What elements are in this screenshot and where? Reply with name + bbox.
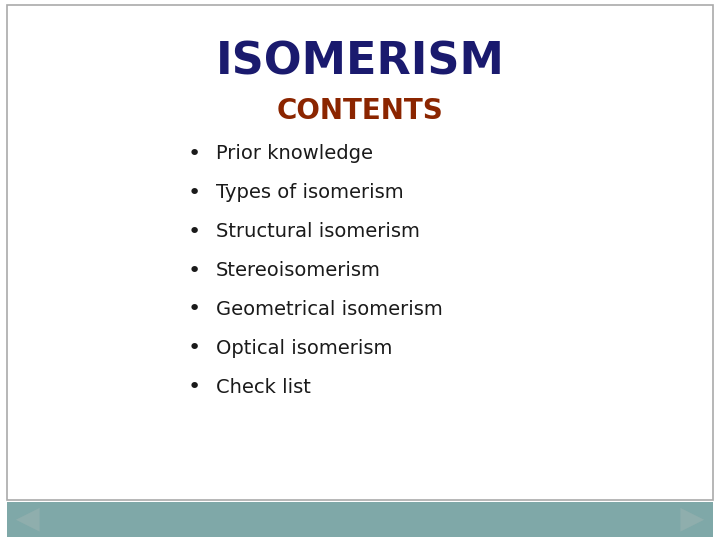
- Polygon shape: [680, 508, 704, 531]
- Text: Stereoisomerism: Stereoisomerism: [216, 261, 381, 280]
- Text: •: •: [188, 299, 201, 320]
- Text: Prior knowledge: Prior knowledge: [216, 144, 373, 164]
- Text: Geometrical isomerism: Geometrical isomerism: [216, 300, 443, 319]
- Text: Structural isomerism: Structural isomerism: [216, 222, 420, 241]
- Text: •: •: [188, 144, 201, 164]
- Text: Optical isomerism: Optical isomerism: [216, 339, 392, 358]
- Text: ISOMERISM: ISOMERISM: [215, 40, 505, 84]
- Text: Types of isomerism: Types of isomerism: [216, 183, 404, 202]
- Polygon shape: [16, 508, 40, 531]
- Text: •: •: [188, 377, 201, 397]
- Text: •: •: [188, 183, 201, 203]
- Text: •: •: [188, 221, 201, 242]
- Text: •: •: [188, 338, 201, 359]
- Text: •: •: [188, 260, 201, 281]
- Text: Check list: Check list: [216, 377, 311, 397]
- Bar: [7, 502, 713, 537]
- Text: CONTENTS: CONTENTS: [276, 97, 444, 125]
